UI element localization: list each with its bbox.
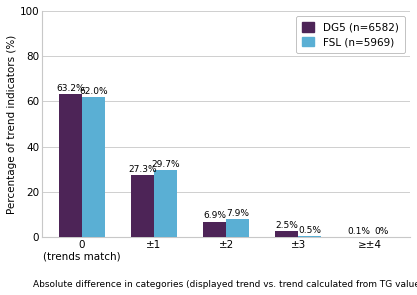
Legend: DG5 (n=6582), FSL (n=5969): DG5 (n=6582), FSL (n=5969) xyxy=(296,16,405,53)
Text: 27.3%: 27.3% xyxy=(128,165,157,174)
Y-axis label: Percentage of trend indicators (%): Percentage of trend indicators (%) xyxy=(7,35,17,214)
Text: Absolute difference in categories (displayed trend vs. trend calculated from TG : Absolute difference in categories (displ… xyxy=(33,280,417,289)
Bar xyxy=(59,94,82,237)
Text: 6.9%: 6.9% xyxy=(203,212,226,220)
Text: 0.1%: 0.1% xyxy=(347,227,370,236)
Text: 0%: 0% xyxy=(374,227,389,236)
Text: 0.5%: 0.5% xyxy=(298,226,321,235)
Bar xyxy=(131,176,154,237)
Bar xyxy=(203,222,226,237)
Text: 63.2%: 63.2% xyxy=(56,84,85,93)
Bar xyxy=(154,170,177,237)
Text: 2.5%: 2.5% xyxy=(275,221,298,230)
Text: 62.0%: 62.0% xyxy=(79,87,108,96)
Bar xyxy=(298,236,321,237)
Bar xyxy=(275,232,298,237)
Text: 7.9%: 7.9% xyxy=(226,209,249,218)
Bar xyxy=(82,97,105,237)
Text: 29.7%: 29.7% xyxy=(151,160,180,169)
Bar xyxy=(226,219,249,237)
